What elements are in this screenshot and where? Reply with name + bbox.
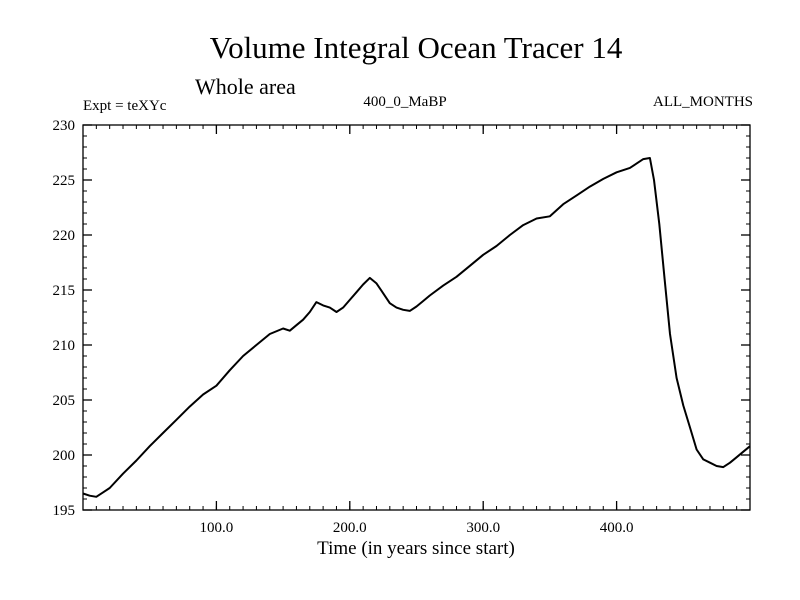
series-line [82,157,751,498]
x-axis-label: Time (in years since start) [317,538,515,559]
minor-ticks [83,125,750,510]
y-tick-label: 200 [53,448,76,464]
months-label: ALL_MONTHS [653,94,753,110]
chart-subtitle: Whole area [195,74,296,99]
y-tick-label: 210 [53,338,76,354]
x-tick-label: 300.0 [466,520,500,536]
major-ticks [83,124,750,511]
period-label: 400_0_MaBP [363,94,446,110]
x-tick-label: 200.0 [333,520,367,536]
y-tick-label: 225 [53,173,76,189]
plot-frame [82,124,751,511]
y-tick-label: 215 [53,283,76,299]
y-tick-label: 230 [53,118,76,134]
chart-title: Volume Integral Ocean Tracer 14 [210,30,623,65]
x-tick-label: 400.0 [600,520,634,536]
y-tick-labels: 195 200 205 210 215 220 225 230 [53,118,76,519]
y-tick-label: 195 [53,503,76,519]
x-tick-label: 100.0 [200,520,234,536]
experiment-label: Expt = teXYc [83,98,167,114]
x-tick-labels: 100.0 200.0 300.0 400.0 [200,520,634,536]
y-tick-label: 220 [53,228,76,244]
y-tick-label: 205 [53,393,76,409]
